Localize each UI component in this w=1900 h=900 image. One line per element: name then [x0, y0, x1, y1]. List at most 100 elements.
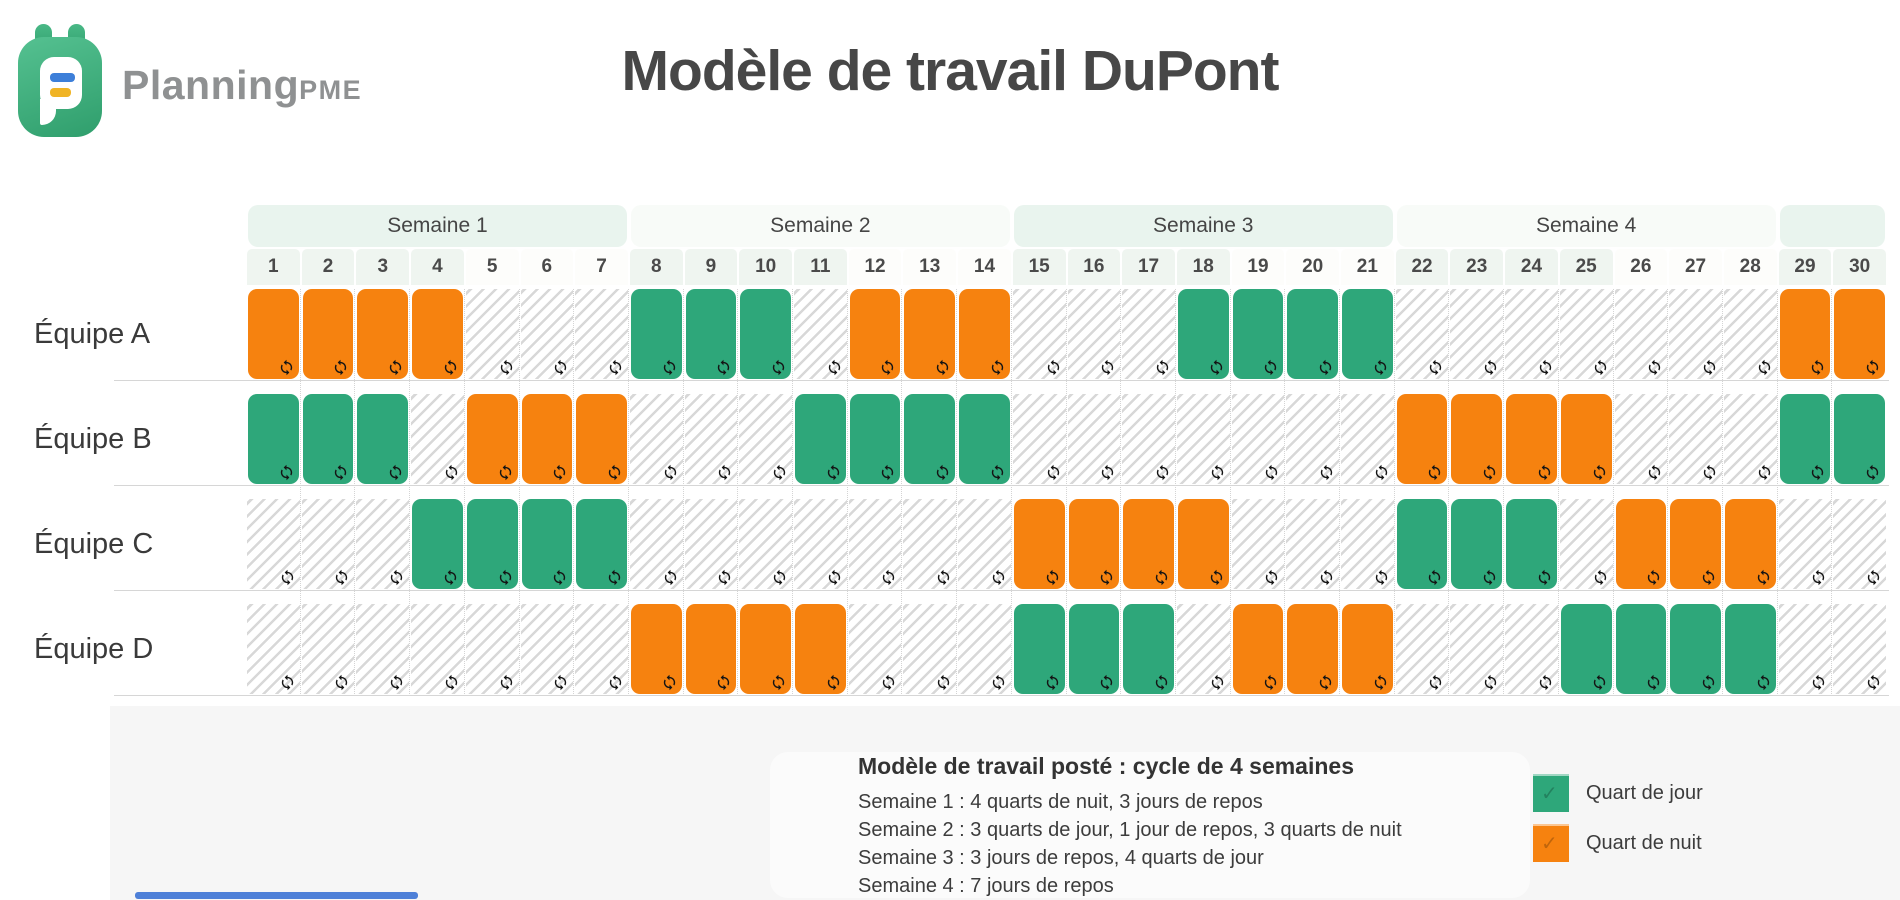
rest-cell — [1833, 604, 1886, 694]
grid-line — [410, 289, 465, 694]
rest-cell — [958, 604, 1011, 694]
day-shift-cell — [1287, 289, 1338, 379]
repeat-icon — [278, 359, 295, 376]
day-shift-cell — [357, 394, 409, 484]
row-separator — [114, 695, 1889, 696]
shift-cell-day-1 — [246, 394, 301, 484]
rest-cell — [411, 604, 464, 694]
day-shift-cell — [1396, 499, 1448, 589]
repeat-icon — [387, 464, 404, 481]
rest-cell — [848, 499, 902, 589]
day-number-6: 6 — [520, 249, 574, 285]
grid-line — [246, 289, 301, 694]
repeat-icon — [880, 569, 897, 586]
rest-cell — [1286, 499, 1339, 589]
shift-cell-day-16 — [1067, 394, 1122, 484]
night-shift-cell — [466, 394, 518, 484]
shift-cell-day-22 — [1395, 499, 1450, 589]
day-number-4: 4 — [411, 249, 464, 285]
shift-cell-day-22 — [1395, 604, 1450, 694]
repeat-icon — [935, 674, 952, 691]
repeat-icon — [1098, 674, 1115, 691]
day-shift-cell — [1506, 499, 1557, 589]
shift-cell-day-1 — [246, 604, 301, 694]
shift-cell-day-19 — [1231, 604, 1286, 694]
grid-line — [793, 289, 848, 694]
shift-cell-day-12 — [848, 604, 903, 694]
rest-cell — [1176, 394, 1230, 484]
brand-suffix: PME — [299, 75, 363, 105]
night-shift-cell — [1396, 394, 1448, 484]
grid-line — [301, 289, 356, 694]
shift-cell-day-25 — [1559, 604, 1614, 694]
night-shift-cell — [849, 289, 901, 379]
shift-cell-day-28 — [1723, 394, 1778, 484]
rest-cell — [903, 604, 957, 694]
repeat-icon — [1045, 359, 1062, 376]
shift-cell-day-30 — [1832, 604, 1887, 694]
repeat-icon — [388, 569, 405, 586]
horizontal-scrollbar[interactable] — [135, 892, 418, 899]
week-header-3: Semaine 3 — [1013, 205, 1393, 247]
repeat-icon — [278, 464, 295, 481]
shift-cell-day-17 — [1121, 499, 1176, 589]
team-label-C: Équipe C — [34, 528, 154, 560]
shift-cell-day-20 — [1285, 289, 1340, 379]
repeat-icon — [1810, 674, 1827, 691]
rest-cell — [1723, 289, 1777, 379]
day-shift-cell — [248, 394, 299, 484]
column-grid-lines — [246, 289, 1887, 694]
day-shift-cell — [1560, 604, 1612, 694]
day-number-30: 30 — [1833, 249, 1886, 285]
shift-cell-day-13 — [902, 499, 957, 589]
shift-cell-day-9 — [684, 394, 739, 484]
shift-cell-day-25 — [1559, 394, 1614, 484]
night-shift-cell — [248, 289, 299, 379]
repeat-icon — [1592, 569, 1609, 586]
shift-cell-day-2 — [301, 604, 356, 694]
day-number-25: 25 — [1559, 249, 1613, 285]
rest-cell — [794, 289, 847, 379]
day-number-3: 3 — [356, 249, 410, 285]
grid-line — [1559, 289, 1614, 694]
shift-cell-day-7 — [574, 394, 629, 484]
day-number-23: 23 — [1450, 249, 1504, 285]
shift-cell-day-6 — [520, 604, 575, 694]
shift-cell-day-27 — [1668, 394, 1723, 484]
shift-cell-day-23 — [1449, 499, 1504, 589]
shift-cell-day-7 — [574, 604, 629, 694]
shift-cell-day-24 — [1504, 604, 1559, 694]
repeat-icon — [1865, 674, 1882, 691]
rest-cell — [356, 499, 410, 589]
grid-line — [902, 289, 958, 694]
grid-line — [1285, 289, 1340, 694]
shift-cell-day-10 — [738, 604, 793, 694]
repeat-icon — [1098, 569, 1115, 586]
repeat-icon — [1536, 464, 1553, 481]
shift-cell-day-23 — [1449, 604, 1504, 694]
repeat-icon — [1864, 464, 1881, 481]
rest-cell — [465, 604, 519, 694]
repeat-icon — [443, 464, 460, 481]
repeat-icon — [333, 674, 350, 691]
repeat-icon — [1810, 569, 1827, 586]
night-shift-swatch — [1533, 824, 1569, 862]
legend-label-night: Quart de nuit — [1586, 831, 1702, 854]
grid-line — [1067, 289, 1122, 694]
night-shift-cell — [1232, 604, 1284, 694]
day-number-13: 13 — [903, 249, 957, 285]
day-shift-cell — [1615, 604, 1667, 694]
shift-cell-day-8 — [629, 394, 684, 484]
night-shift-cell — [1506, 394, 1557, 484]
day-shift-swatch — [1533, 774, 1569, 812]
repeat-icon — [1426, 569, 1443, 586]
logo-p-tail — [40, 99, 56, 125]
repeat-icon — [1646, 359, 1663, 376]
rest-cell — [739, 394, 792, 484]
shift-cell-day-14 — [957, 289, 1012, 379]
night-shift-cell — [521, 394, 573, 484]
rest-cell — [1122, 289, 1175, 379]
day-shift-cell — [904, 394, 956, 484]
shift-cell-day-18 — [1176, 289, 1231, 379]
